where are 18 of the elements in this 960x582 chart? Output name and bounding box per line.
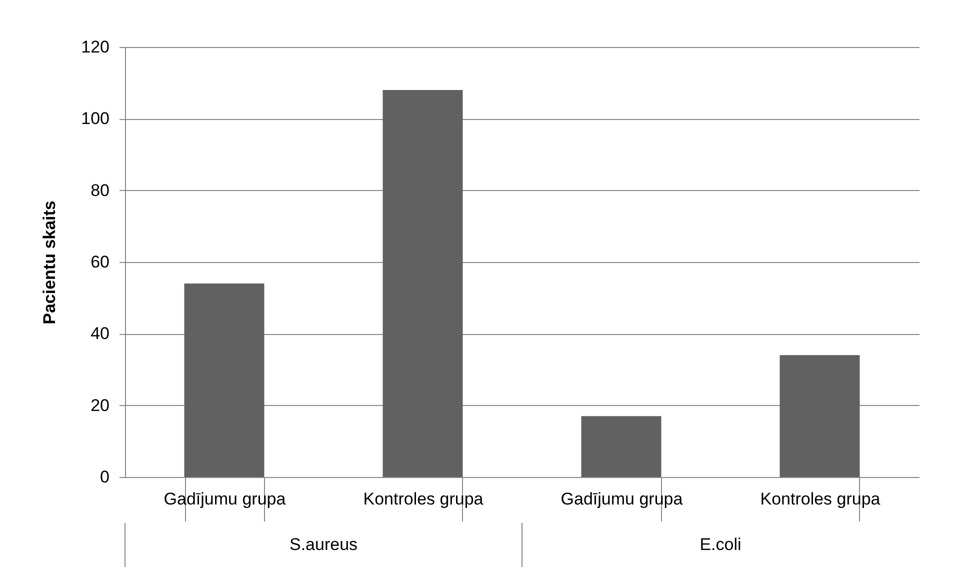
bar <box>780 355 860 477</box>
x-tick-label: Gadījumu grupa <box>560 490 684 508</box>
x-tick-label: Gadījumu grupa <box>164 490 286 508</box>
y-tick-label: 20 <box>90 396 110 415</box>
x-tick-label: Kontroles grupa <box>363 490 484 508</box>
text: S.aureus <box>289 535 358 554</box>
y-axis-title: Pacientu skaits <box>40 200 60 324</box>
y-tick-label: 80 <box>90 180 110 200</box>
y-tick-label: 40 <box>90 324 110 344</box>
y-tick-label: 100 <box>81 109 110 128</box>
x-tick-label: Kontroles grupa <box>760 490 881 508</box>
text: E.coli <box>700 535 742 554</box>
y-tick-label: 120 <box>81 38 110 56</box>
bar <box>184 284 264 477</box>
y-tick-label: 0 <box>100 468 110 486</box>
bar <box>581 416 662 477</box>
bar <box>382 90 463 477</box>
y-tick-label: 60 <box>90 252 110 272</box>
